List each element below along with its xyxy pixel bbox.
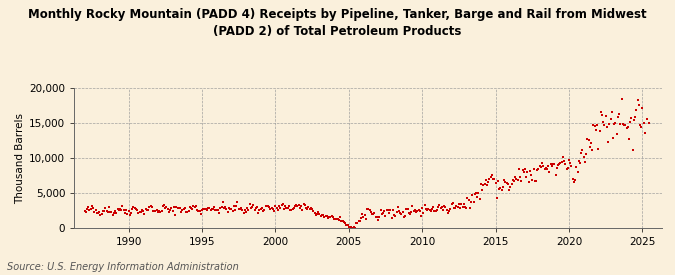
Y-axis label: Thousand Barrels: Thousand Barrels [15,113,25,204]
Text: Source: U.S. Energy Information Administration: Source: U.S. Energy Information Administ… [7,262,238,272]
Text: Monthly Rocky Mountain (PADD 4) Receipts by Pipeline, Tanker, Barge and Rail fro: Monthly Rocky Mountain (PADD 4) Receipts… [28,8,647,38]
